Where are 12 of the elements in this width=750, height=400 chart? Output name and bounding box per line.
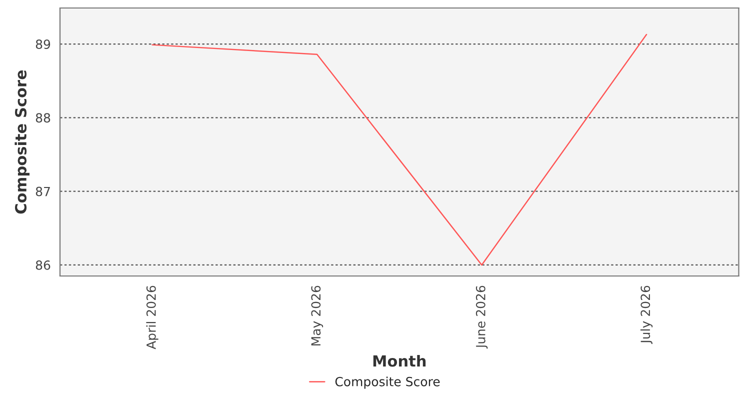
x-tick-label: July 2026 [640, 286, 653, 344]
y-tick-label: 86 [36, 260, 50, 270]
y-tick-label: 89 [36, 40, 50, 50]
y-tick-label: 88 [36, 113, 50, 123]
y-tick-label: 87 [36, 186, 50, 196]
x-axis-title: Month [373, 354, 426, 367]
x-tick-label: April 2026 [146, 286, 158, 350]
x-tick-label: June 2026 [476, 286, 488, 349]
y-axis-title: Composite Score [14, 70, 30, 214]
legend-label: Composite Score [335, 376, 440, 389]
line-series [152, 34, 648, 266]
x-tick-label: May 2026 [311, 286, 324, 346]
